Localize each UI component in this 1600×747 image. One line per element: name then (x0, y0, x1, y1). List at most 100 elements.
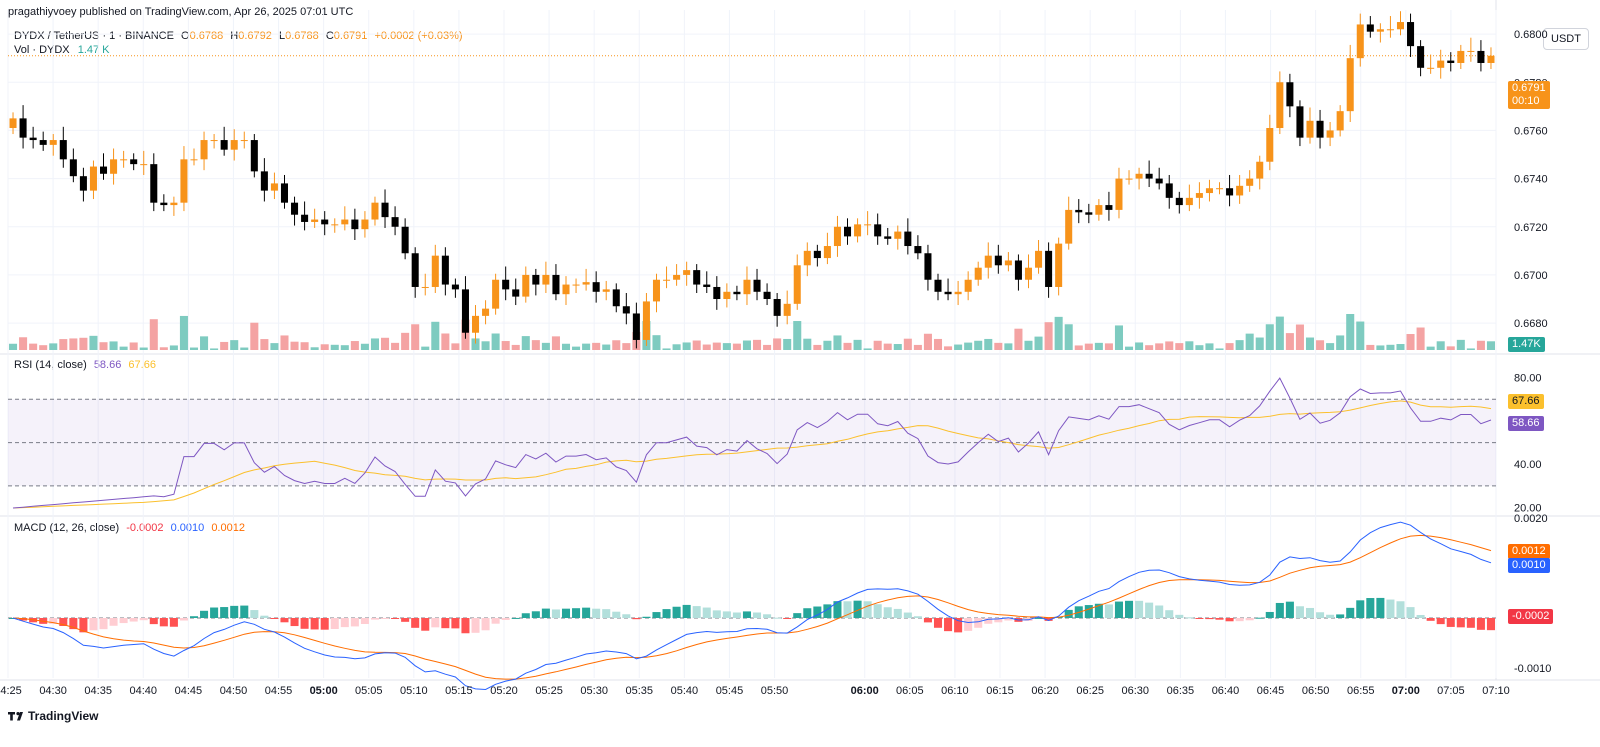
candle-body (1125, 178, 1133, 180)
volume-bar (984, 338, 993, 350)
candle-body (1427, 67, 1435, 69)
volume-bar (1014, 328, 1023, 350)
candle-body (39, 140, 47, 145)
time-tick-label: 04:45 (175, 685, 203, 697)
volume-bar (1476, 340, 1485, 350)
rsi-title[interactable]: RSI (14, close) (14, 359, 87, 371)
macd-histogram-bar (300, 618, 309, 629)
candle-body (1185, 197, 1193, 206)
volume-bar (1466, 348, 1475, 350)
macd-histogram-bar (1104, 604, 1113, 618)
macd-legend: MACD (12, 26, close) -0.0002 0.0010 0.00… (14, 522, 245, 534)
volume-bar (913, 344, 922, 350)
candle (311, 208, 319, 228)
macd-histogram-bar (220, 607, 229, 618)
volume-bar (1114, 325, 1123, 350)
symbol-title[interactable]: DYDX / TetherUS · 1 · BINANCE (14, 30, 174, 42)
candle-body (351, 219, 359, 230)
candle-body (170, 202, 178, 206)
macd-line (12, 521, 1492, 691)
volume-bar (441, 333, 450, 350)
volume-bar (954, 344, 963, 350)
macd-histogram-bar (99, 618, 108, 630)
macd-histogram-bar (1225, 618, 1234, 622)
candle (1185, 184, 1193, 212)
currency-button[interactable]: USDT (1543, 28, 1589, 50)
candle-body (371, 202, 379, 220)
macd-histogram-bar (1004, 618, 1013, 621)
candle-body (1035, 250, 1043, 268)
macd-histogram-bar (210, 607, 219, 618)
volume-bar (742, 340, 751, 350)
volume-bar (69, 338, 78, 350)
time-tick-label: 07:00 (1392, 685, 1420, 697)
volume-bar (391, 342, 400, 350)
candle-body (210, 140, 218, 142)
candle (1145, 160, 1153, 188)
candle (743, 266, 751, 306)
candle (1226, 174, 1234, 207)
candle-body (99, 166, 108, 174)
candle (69, 148, 77, 183)
macd-histogram-bar (1215, 618, 1224, 620)
tradingview-brand[interactable]: TradingView (28, 709, 99, 723)
volume-bar (602, 344, 611, 350)
candle-body (49, 140, 57, 145)
macd-histogram-bar (421, 618, 430, 631)
macd-histogram-bar (602, 609, 611, 618)
macd-histogram-bar (1396, 601, 1405, 618)
macd-histogram-bar (310, 618, 319, 630)
volume-bar (240, 347, 249, 350)
volume-bar (753, 339, 762, 350)
candle-body (331, 224, 339, 226)
candle-body (753, 279, 761, 292)
volume-bar (340, 345, 349, 350)
rsi-tick-label: 80.00 (1514, 373, 1542, 385)
candle-body (974, 267, 982, 280)
macd-histogram-bar (1386, 599, 1395, 618)
volume-bar (1456, 339, 1465, 350)
candle (89, 160, 97, 200)
volume-bar (692, 340, 701, 350)
candle (19, 105, 27, 149)
volume-bar (893, 344, 902, 350)
candle (663, 266, 671, 289)
macd-histogram-bar (732, 612, 741, 618)
volume-bar (59, 339, 68, 350)
macd-histogram-bar (592, 608, 601, 618)
macd-histogram-bar (461, 618, 470, 634)
volume-bar (793, 321, 802, 350)
macd-histogram-bar (230, 605, 239, 618)
candle-body (572, 284, 580, 286)
candle-body (291, 202, 299, 215)
macd-histogram-bar (521, 613, 530, 618)
symbol-legend: DYDX / TetherUS · 1 · BINANCE O0.6788 H0… (14, 30, 463, 42)
volume-bars (9, 314, 1495, 350)
candle-body (301, 214, 309, 222)
low-value: 0.6788 (285, 30, 319, 42)
volume-bar (300, 342, 309, 350)
macd-signal-value: 0.0012 (211, 522, 245, 534)
volume-label[interactable]: Vol · DYDX (14, 44, 70, 56)
macd-histogram-bar (582, 607, 591, 618)
candle (1376, 23, 1384, 43)
candle (1326, 121, 1334, 147)
time-tick-label: 05:10 (400, 685, 428, 697)
candle-body (1195, 193, 1203, 198)
candle-body (522, 274, 530, 297)
volume-bar (722, 343, 731, 350)
time-tick-label: 04:55 (265, 685, 293, 697)
candle-body (612, 289, 620, 307)
macd-histogram-bar (863, 601, 872, 618)
macd-histogram-bar (370, 618, 379, 620)
volume-bar (1336, 335, 1345, 350)
volume-bar (561, 343, 571, 350)
macd-histogram-bar (944, 618, 953, 632)
candle (864, 211, 872, 236)
candle (532, 268, 540, 296)
candle (713, 276, 721, 310)
volume-bar (1104, 343, 1113, 350)
macd-title[interactable]: MACD (12, 26, close) (14, 522, 120, 534)
candle (944, 278, 952, 301)
